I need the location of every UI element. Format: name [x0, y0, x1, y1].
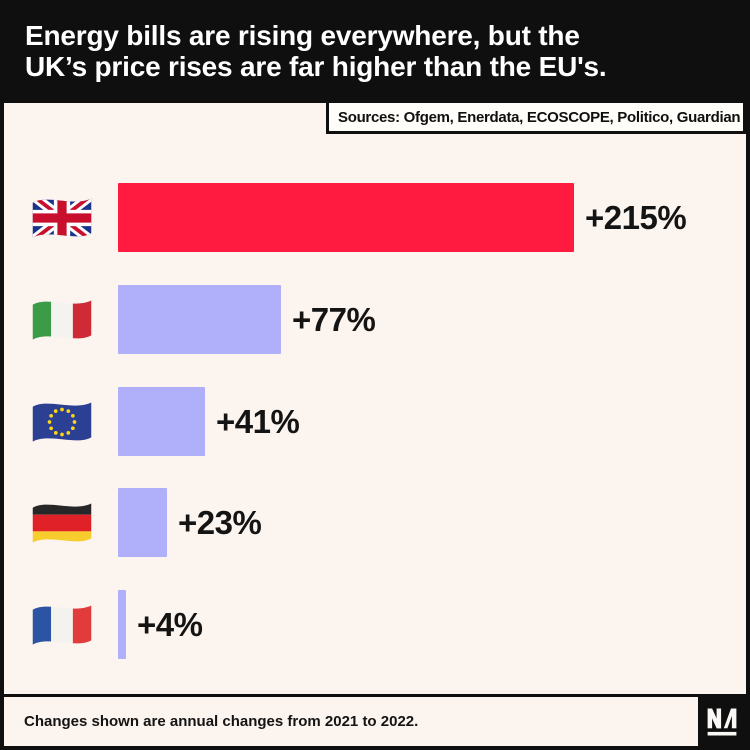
flag-eu	[26, 397, 98, 447]
value-label-germany: +23%	[178, 503, 262, 541]
bar-row-eu: +41%	[4, 387, 746, 456]
value-label-uk: +215%	[585, 198, 687, 236]
flag-germany	[26, 498, 98, 548]
value-bar-italy	[118, 285, 281, 354]
value-label-italy: +77%	[292, 300, 376, 338]
bar-row-germany: +23%	[4, 488, 746, 557]
title-line-1: Energy bills are rising everywhere, but …	[25, 20, 580, 51]
header: Energy bills are rising everywhere, but …	[4, 4, 746, 103]
page-title: Energy bills are rising everywhere, but …	[25, 20, 746, 82]
nm-monogram-icon	[707, 708, 737, 735]
flag-italy	[26, 295, 98, 345]
value-bar-germany	[118, 488, 167, 557]
flag-uk	[26, 193, 98, 243]
bar-row-france: +4%	[4, 590, 746, 659]
flag-france-icon	[32, 604, 92, 645]
novara-media-logo-icon	[698, 697, 746, 746]
footnote: Changes shown are annual changes from 20…	[24, 713, 419, 730]
title-line-2: UK’s price rises are far higher than the…	[25, 51, 607, 82]
sources-box: Sources: Ofgem, Enerdata, ECOSCOPE, Poli…	[326, 100, 746, 134]
bar-row-uk: +215%	[4, 183, 746, 252]
flag-uk-icon	[32, 197, 92, 238]
value-bar-france	[118, 590, 126, 659]
value-bar-eu	[118, 387, 205, 456]
bar-chart: +215% +77% +41% +23% +4%	[4, 4, 746, 746]
sources-label: Sources: Ofgem, Enerdata, ECOSCOPE, Poli…	[338, 108, 741, 126]
flag-eu-icon	[32, 401, 92, 442]
footer: Changes shown are annual changes from 20…	[4, 694, 746, 746]
value-label-france: +4%	[137, 605, 203, 643]
value-bar-uk	[118, 183, 574, 252]
flag-germany-icon	[32, 502, 92, 543]
bar-row-italy: +77%	[4, 285, 746, 354]
flag-france	[26, 600, 98, 650]
value-label-eu: +41%	[216, 402, 300, 440]
flag-italy-icon	[32, 299, 92, 340]
